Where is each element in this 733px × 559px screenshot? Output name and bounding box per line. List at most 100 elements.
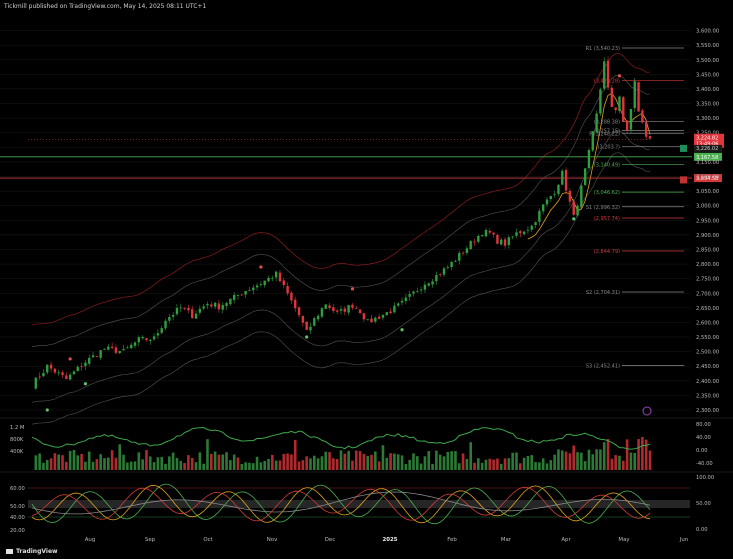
volume-bar: [263, 460, 267, 470]
volume-bar: [332, 458, 335, 470]
candle-body: [351, 304, 354, 308]
volume-bar: [255, 456, 259, 470]
candle-body: [564, 170, 568, 191]
candle-body: [347, 305, 350, 313]
candle-body: [88, 357, 91, 364]
volume-bar: [583, 461, 587, 470]
volume-bar: [114, 457, 118, 470]
volume-bar: [347, 450, 350, 470]
candle-body: [419, 289, 423, 291]
volume-bar: [194, 462, 198, 470]
volume-bar: [286, 453, 289, 470]
volume-bar: [290, 454, 293, 470]
signal-dot-red: [617, 74, 622, 78]
volume-bar: [312, 455, 316, 470]
volume-bar: [400, 455, 404, 470]
candle-body: [38, 376, 41, 378]
volume-bar: [305, 456, 308, 470]
volume-pane[interactable]: 1.2 M 800K 400K 80.00 40.00 0.00 -40.00: [10, 422, 713, 470]
osc-line-green: [31, 483, 651, 525]
candle-body: [309, 326, 312, 331]
volume-bar: [91, 461, 95, 470]
signal-dot-green: [83, 382, 88, 386]
volume-bar: [278, 460, 282, 470]
volume-bar: [587, 449, 591, 470]
candle-body: [297, 307, 301, 316]
volume-bar: [339, 450, 343, 470]
volume-bar: [492, 459, 495, 470]
volume-bar: [530, 455, 534, 470]
volume-bar: [621, 460, 625, 470]
candle-body: [187, 307, 190, 311]
volume-bar: [610, 458, 614, 470]
price-tick: 2,600.00: [696, 320, 719, 326]
time-tick: 2025: [382, 537, 397, 543]
volume-bar: [499, 463, 503, 470]
volume-bar: [511, 452, 514, 470]
candle-body: [335, 310, 339, 312]
horizontal-lines[interactable]: 3,167.58 3,094.58: [0, 152, 722, 183]
candle-body: [465, 248, 469, 253]
candle-body: [114, 347, 118, 353]
volume-bar: [580, 452, 583, 470]
candle-body: [324, 304, 327, 309]
price-tick: 2,650.00: [696, 306, 719, 312]
volume-bar: [442, 456, 446, 470]
volume-bar: [484, 459, 488, 470]
candle-body: [625, 121, 629, 131]
candle-body: [568, 191, 572, 202]
tradingview-logo[interactable]: TradingView: [6, 548, 58, 555]
ask-price: 3,226.02: [696, 146, 718, 152]
candle-body: [328, 305, 331, 308]
candle-body: [374, 317, 377, 322]
candle-body: [183, 307, 186, 309]
candle-body: [595, 113, 598, 132]
volume-tick-left: 800K: [10, 437, 24, 443]
oscillator-pane[interactable]: 60.00 50.00 40.00 20.00 100.00 50.00 0.00: [10, 475, 714, 534]
candle-body: [538, 210, 541, 222]
price-tick: 2,800.00: [696, 262, 719, 268]
candle-body: [225, 303, 228, 306]
volume-bar: [225, 452, 228, 470]
candle-body: [461, 252, 465, 254]
candle-body: [149, 339, 152, 342]
level-tag: [694, 152, 722, 161]
osc-tick-left: 20.00: [10, 528, 25, 534]
volume-bar: [374, 451, 377, 470]
volume-bar: [95, 459, 99, 470]
volume-bar: [480, 462, 484, 470]
price-tick: 3,350.00: [696, 102, 719, 108]
candle-body: [633, 81, 636, 109]
candle-body: [171, 315, 175, 317]
bollinger-bands: [28, 53, 651, 425]
volume-bar: [522, 457, 526, 470]
candle-body: [603, 61, 606, 89]
volume-bar: [57, 454, 61, 470]
osc-tick-right: 50.00: [696, 501, 711, 507]
volume-bar: [496, 458, 499, 470]
candle-body: [637, 82, 640, 112]
volume-bar: [328, 452, 331, 470]
volume-bar: [38, 453, 41, 470]
candle-body: [576, 205, 579, 216]
candle-body: [599, 89, 602, 114]
volume-bar: [53, 453, 57, 470]
candle-body: [557, 184, 560, 194]
candle-body: [622, 97, 625, 122]
volume-bar: [251, 463, 255, 470]
volume-bar: [168, 456, 171, 470]
time-axis[interactable]: Aug Sep Oct Nov Dec 2025 Feb Mar Apr May Jun: [85, 537, 688, 543]
band-lower-inner: [31, 130, 651, 403]
candle-body: [320, 308, 324, 317]
candle-body: [213, 302, 217, 307]
price-tick: 2,950.00: [696, 218, 719, 224]
price-axis[interactable]: 3,600.00 3,550.00 3,500.00 3,450.00 3,400.00…: [696, 29, 719, 414]
candle-body: [484, 230, 488, 237]
volume-tick-right: 40.00: [696, 435, 711, 441]
volume-bar: [431, 463, 434, 470]
price-tick: 3,500.00: [696, 58, 719, 64]
volume-bar: [137, 452, 141, 470]
volume-bar: [644, 439, 648, 470]
pivot-label: (3,288.38): [594, 120, 620, 126]
